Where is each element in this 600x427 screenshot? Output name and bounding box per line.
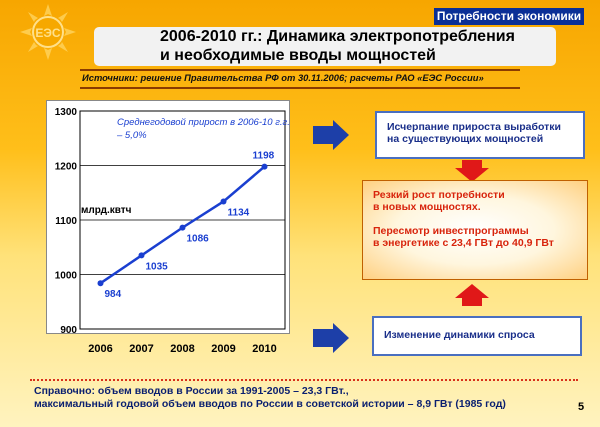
data-label: 1134: [228, 207, 250, 218]
data-label: 1035: [146, 261, 169, 272]
box-demand-change: Изменение динамики спроса: [372, 316, 582, 356]
dotted-divider: [30, 379, 578, 381]
y-tick-label: 900: [60, 325, 77, 333]
x-axis-labels: 2006 2007 2008 2009 2010: [88, 343, 276, 355]
page-number: 5: [578, 401, 585, 413]
y-tick-label: 1100: [55, 216, 77, 227]
reference-note: Справочно: объем вводов в России за 1991…: [34, 385, 574, 411]
arrow-right-icon: [313, 323, 349, 353]
arrow-up-icon: [455, 284, 489, 306]
title-background: [94, 27, 556, 66]
arrow-down-icon: [455, 160, 489, 182]
y-tick-label: 1000: [55, 271, 78, 282]
y-axis-label: млрд.квтч: [81, 205, 132, 216]
page-title: 2006-2010 гг.: Динамика электропотреблен…: [160, 27, 560, 65]
data-point: [97, 280, 104, 287]
title-line-2: и необходимые вводы мощностей: [160, 47, 436, 64]
box3-line-1: Изменение динамики спроса: [384, 329, 535, 341]
box-demand-growth: Резкий рост потребности в новых мощностя…: [362, 180, 588, 280]
box2-line-1: Резкий рост потребности: [373, 189, 505, 201]
data-point: [179, 224, 186, 231]
divider-top: [80, 69, 520, 71]
x-tick-label: 2008: [170, 343, 194, 355]
title-line-1: 2006-2010 гг.: Динамика электропотреблен…: [160, 28, 515, 45]
data-point: [220, 198, 227, 205]
category-tag: Потребности экономики: [434, 8, 584, 25]
data-label: 1086: [187, 234, 210, 245]
data-label: 984: [105, 289, 122, 300]
box2-line-2: в новых мощностях.: [373, 201, 481, 213]
y-tick-label: 1300: [55, 107, 78, 118]
x-tick-label: 2007: [129, 343, 153, 355]
growth-annotation-line-1: Среднегодовой прирост в 2006-10 г.г.: [117, 117, 289, 128]
reference-line-1: Справочно: объем вводов в России за 1991…: [34, 385, 349, 397]
box-exhaustion: Исчерпание прироста выработки на существ…: [375, 111, 585, 159]
box2-line-3: Пересмотр инвестпрограммы: [373, 225, 529, 237]
reference-line-2: максимальный годовой объем вводов по Рос…: [34, 398, 506, 410]
arrow-right-icon: [313, 120, 349, 150]
logo-text: ЕЭС: [35, 26, 61, 40]
y-tick-label: 1200: [55, 162, 78, 173]
x-tick-label: 2009: [211, 343, 235, 355]
data-point: [261, 163, 268, 170]
data-label: 1198: [253, 151, 275, 162]
data-point: [138, 252, 145, 259]
growth-annotation-line-2: – 5,0%: [116, 130, 147, 141]
chart-panel: 900 1000 1100 1200 1300 984 1035 1086 1134 1198 …: [46, 100, 290, 334]
x-tick-label: 2006: [88, 343, 112, 355]
sources-note: Источники: решение Правительства РФ от 3…: [82, 72, 484, 83]
box1-line-2: на существующих мощностей: [387, 133, 544, 145]
x-tick-label: 2010: [252, 343, 276, 355]
box2-line-4: в энергетике с 23,4 ГВт до 40,9 ГВт: [373, 237, 554, 249]
box1-line-1: Исчерпание прироста выработки: [387, 121, 562, 133]
divider-bottom: [80, 87, 520, 89]
company-logo: ЕЭС: [20, 4, 76, 60]
